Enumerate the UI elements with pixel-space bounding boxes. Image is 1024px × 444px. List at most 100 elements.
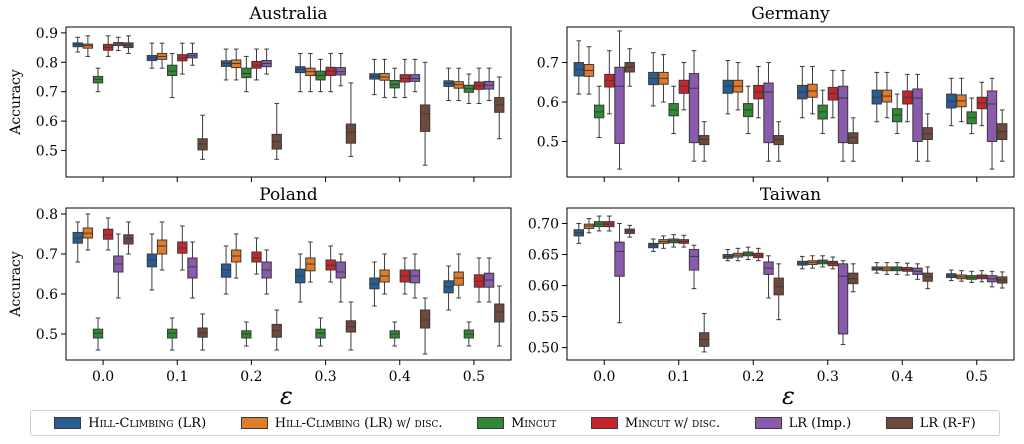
box-lr-imp-0.2 — [261, 48, 272, 75]
box-mincut-0.2 — [742, 85, 754, 135]
box-lr-imp-0.4 — [912, 263, 923, 280]
box-hill-climbing-lr-0.5 — [443, 67, 454, 102]
y-tick-label: 0.6 — [36, 114, 58, 130]
y-tick-label: 0.8 — [36, 55, 58, 71]
box-lr-r-f-0.3 — [345, 82, 357, 157]
x-tick-label: 0.0 — [593, 369, 615, 385]
legend-item-lr-rf: LR (R-F) — [885, 416, 976, 431]
box-hill-climbing-lr-w-disc-0.5 — [453, 253, 464, 299]
box-mincut-w-disc-0.2 — [251, 237, 262, 275]
box-lr-imp-0.0 — [614, 30, 625, 170]
box-lr-r-f-0.5 — [494, 76, 505, 140]
box-body — [912, 88, 923, 142]
box-hill-climbing-lr-0.4 — [369, 261, 380, 307]
x-tick-label: 0.4 — [389, 369, 411, 385]
legend-label-hill-climbing-disc: Hill-Climbing (LR) w/ disc. — [274, 415, 443, 431]
figure-canvas: Australia 0.5 0.6 0.7 0.8 0.9 Accuracy Germany 0… — [8, 4, 1015, 410]
box-hill-climbing-lr-w-disc-0.2 — [732, 62, 744, 111]
box-body — [251, 251, 262, 263]
x-tick-label: 0.0 — [92, 369, 114, 385]
y-tick-label: 0.50 — [528, 341, 559, 357]
box-hill-climbing-lr-0.2 — [220, 48, 232, 81]
axes-frame — [566, 26, 1015, 178]
box-mincut-w-disc-0.3 — [827, 256, 839, 270]
box-lr-imp-0.2 — [763, 255, 774, 299]
y-tick-label: 0.55 — [528, 310, 559, 326]
box-lr-r-f-0.4 — [922, 266, 933, 290]
box-hill-climbing-lr-0.5 — [946, 77, 957, 127]
box-lr-r-f-0.3 — [848, 117, 859, 162]
box-hill-climbing-lr-w-disc-0.4 — [881, 262, 893, 275]
x-tick-label: 0.2 — [742, 369, 764, 385]
box-mincut-0.0 — [593, 215, 605, 232]
box-mincut-w-disc-0.1 — [678, 234, 690, 248]
panel-title: Australia — [248, 4, 327, 24]
y-tick-label: 0.7 — [36, 247, 58, 263]
axes-frame — [65, 207, 512, 361]
box-body — [986, 90, 998, 142]
box-body — [241, 67, 252, 79]
y-axis-label: Accuracy — [8, 251, 24, 318]
box-hill-climbing-lr-0.2 — [722, 60, 733, 115]
box-lr-imp-0.4 — [912, 73, 923, 162]
box-hill-climbing-lr-w-disc-0.5 — [453, 67, 464, 102]
box-mincut-0.5 — [463, 321, 475, 347]
box-mincut-0.1 — [668, 85, 679, 135]
box-body — [699, 135, 710, 146]
box-hill-climbing-lr-0.4 — [871, 262, 882, 274]
box-mincut-0.1 — [668, 234, 679, 248]
box-mincut-0.3 — [315, 317, 326, 347]
box-mincut-0.0 — [92, 317, 104, 351]
box-hill-climbing-lr-w-disc-0.4 — [379, 58, 390, 99]
box-mincut-0.1 — [167, 317, 178, 351]
chart-panel-taiwan: Taiwan 0.50 0.55 0.60 0.65 0.70 0.0 0.1 0.2 0.3 0.… — [528, 185, 1015, 410]
box-body — [82, 43, 94, 49]
y-tick-label: 0.70 — [528, 217, 559, 233]
x-tick-label: 0.1 — [166, 369, 188, 385]
box-hill-climbing-lr-w-disc-0.0 — [82, 35, 94, 57]
box-hill-climbing-lr-w-disc-0.3 — [807, 255, 818, 269]
box-lr-r-f-0.1 — [699, 312, 710, 353]
box-hill-climbing-lr-w-disc-0.3 — [305, 52, 316, 93]
box-body — [688, 249, 700, 271]
box-body — [722, 79, 733, 94]
box-hill-climbing-lr-0.3 — [295, 253, 306, 303]
legend-label-mincut-disc: Mincut w/ disc. — [624, 415, 720, 431]
box-hill-climbing-lr-0.0 — [72, 36, 83, 53]
legend-swatch-mincut-disc — [590, 417, 618, 429]
legend-item-lr-imp: LR (Imp.) — [754, 416, 851, 431]
box-hill-climbing-lr-0.4 — [369, 58, 380, 96]
y-tick-label: 0.65 — [528, 248, 559, 264]
box-mincut-0.4 — [389, 67, 400, 99]
box-mincut-w-disc-0.4 — [902, 73, 913, 123]
axes-frame — [65, 26, 512, 178]
legend-swatch-lr-imp — [754, 417, 782, 429]
box-body — [453, 271, 464, 286]
box-lr-imp-0.1 — [688, 244, 700, 290]
y-tick-label: 0.60 — [528, 279, 559, 295]
y-tick-label: 0.9 — [36, 26, 58, 42]
box-mincut-0.2 — [241, 55, 252, 93]
x-tick-label: 0.5 — [966, 369, 988, 385]
box-mincut-w-disc-0.0 — [604, 50, 615, 115]
box-lr-imp-0.3 — [837, 69, 849, 162]
box-hill-climbing-lr-0.0 — [573, 223, 584, 244]
box-mincut-0.0 — [593, 85, 605, 139]
box-body — [848, 132, 859, 144]
box-hill-climbing-lr-w-disc-0.1 — [156, 42, 168, 69]
x-tick-label: 0.3 — [817, 369, 839, 385]
box-lr-imp-0.4 — [409, 58, 421, 93]
box-mincut-w-disc-0.5 — [473, 257, 485, 303]
panel-title: Poland — [259, 185, 318, 205]
box-mincut-0.5 — [966, 270, 977, 283]
y-tick-label: 0.5 — [36, 327, 58, 343]
box-mincut-w-disc-0.3 — [827, 69, 839, 119]
box-body — [419, 104, 431, 132]
box-hill-climbing-lr-w-disc-0.1 — [156, 221, 168, 271]
box-mincut-w-disc-0.5 — [976, 81, 988, 127]
box-hill-climbing-lr-0.1 — [146, 233, 158, 291]
box-lr-r-f-0.3 — [345, 301, 357, 351]
box-lr-r-f-0.2 — [773, 121, 784, 162]
box-mincut-0.1 — [167, 52, 178, 99]
box-mincut-0.5 — [463, 73, 475, 104]
